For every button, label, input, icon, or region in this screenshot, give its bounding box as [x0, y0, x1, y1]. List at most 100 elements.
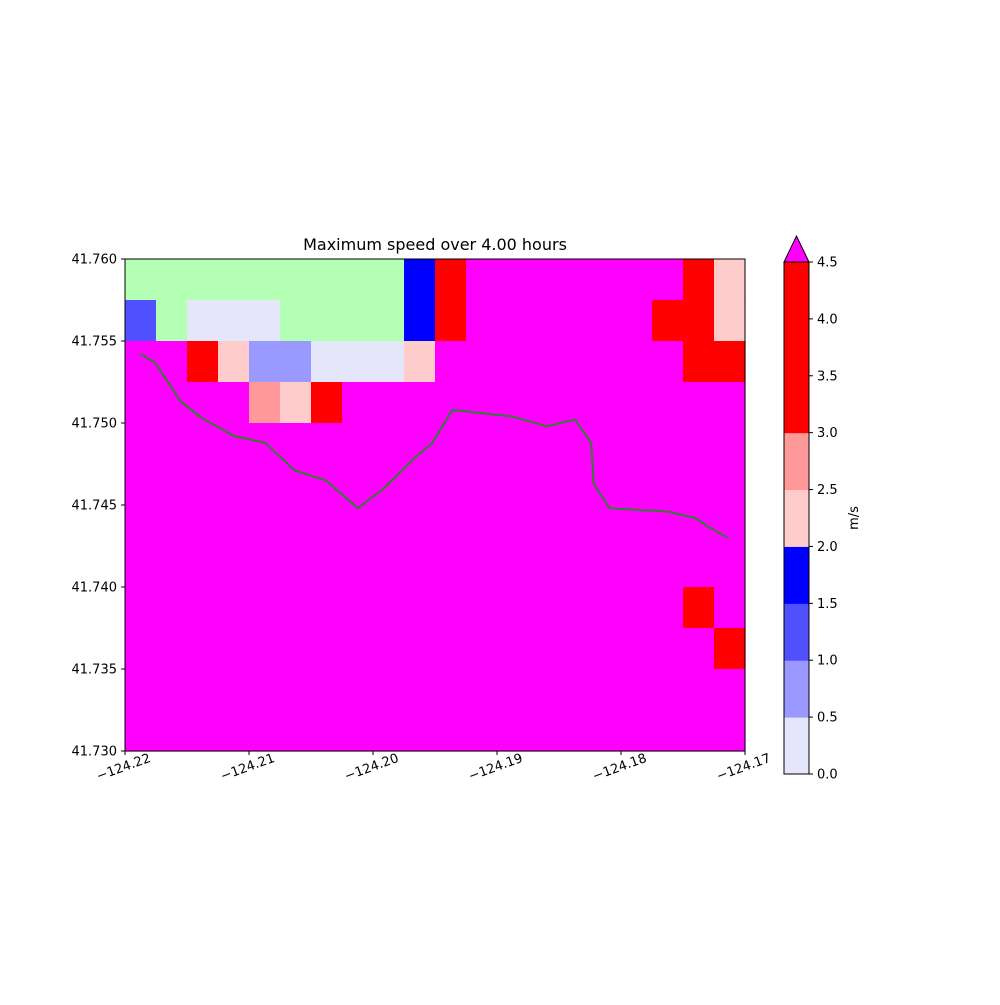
colorbar-tick-label: 1.0 [817, 654, 838, 669]
heatmap-cell [311, 505, 343, 547]
heatmap-cell [714, 669, 746, 711]
coastline-layer [139, 353, 729, 539]
heatmap-cell [714, 546, 746, 588]
heatmap-cell [404, 505, 436, 547]
heatmap-cell [404, 341, 436, 383]
heatmap-cell [466, 505, 498, 547]
heatmap-cell [497, 710, 529, 752]
x-tick-label: −124.20 [343, 751, 401, 784]
heatmap-cell [559, 464, 591, 506]
heatmap-cell [466, 628, 498, 670]
heatmap-cell [404, 546, 436, 588]
heatmap-cell [497, 505, 529, 547]
heatmap-cell [311, 587, 343, 629]
colorbar-segment [784, 489, 809, 547]
heatmap-cell [218, 464, 250, 506]
heatmap-cell [683, 423, 715, 465]
heatmap-cell [714, 628, 746, 670]
heatmap-cell [466, 710, 498, 752]
heatmap-cell [435, 669, 467, 711]
heatmap-cell [373, 382, 405, 424]
heatmap-cell [435, 587, 467, 629]
heatmap-cell [621, 710, 653, 752]
y-tick-label: 41.740 [72, 581, 118, 596]
heatmap-cell [435, 628, 467, 670]
heatmap-cell [497, 628, 529, 670]
heatmap-cell [559, 341, 591, 383]
heatmap-cell [559, 546, 591, 588]
heatmap-cell [187, 546, 219, 588]
heatmap-cell [652, 628, 684, 670]
heatmap-cell [187, 464, 219, 506]
heatmap-cell [559, 669, 591, 711]
heatmap-cell [466, 464, 498, 506]
heatmap-cell [683, 710, 715, 752]
heatmap-cell [621, 259, 653, 301]
heatmap-cell [714, 382, 746, 424]
heatmap-cell [714, 423, 746, 465]
colorbar-tick-label: 1.5 [817, 597, 838, 612]
heatmap-cell [249, 341, 281, 383]
colorbar-tick-label: 4.5 [817, 256, 838, 271]
heatmap-cell [621, 423, 653, 465]
colorbar-segment [784, 603, 809, 661]
heatmap-cell [125, 259, 157, 301]
heatmap-cell [249, 628, 281, 670]
heatmap-cell [342, 710, 374, 752]
heatmap-cell [125, 382, 157, 424]
heatmap-cell [621, 341, 653, 383]
heatmap-cell [249, 546, 281, 588]
heatmap-cell [714, 259, 746, 301]
heatmap-cell [652, 300, 684, 342]
heatmap-cell [528, 505, 560, 547]
heatmap-cell [125, 628, 157, 670]
heatmap-cell [280, 587, 312, 629]
heatmap-cell [311, 300, 343, 342]
heatmap-cell [125, 341, 157, 383]
colorbar-segment [784, 546, 809, 604]
heatmap-cell [125, 669, 157, 711]
heatmap-cell [311, 628, 343, 670]
heatmap-cell [125, 505, 157, 547]
heatmap-cell [280, 710, 312, 752]
heatmap-cell [156, 341, 188, 383]
heatmap-cell [311, 259, 343, 301]
heatmap-cell [652, 464, 684, 506]
colorbar-frame [783, 261, 810, 775]
heatmap-cell [125, 546, 157, 588]
heatmap-cell [218, 382, 250, 424]
colorbar-segment [784, 717, 809, 775]
heatmap-cell [435, 464, 467, 506]
chart-title: Maximum speed over 4.00 hours [303, 235, 567, 254]
heatmap-cell [249, 505, 281, 547]
heatmap-cell [714, 300, 746, 342]
heatmap-cell [125, 587, 157, 629]
heatmap-cell [652, 382, 684, 424]
heatmap-cell [342, 587, 374, 629]
heatmap-cell [621, 382, 653, 424]
heatmap-cell [280, 669, 312, 711]
heatmap-cell [156, 628, 188, 670]
heatmap-cell [404, 382, 436, 424]
heatmap-cell [590, 341, 622, 383]
heatmap-cell [249, 669, 281, 711]
heatmap-cell [187, 423, 219, 465]
heatmap-cell [559, 300, 591, 342]
colorbar-tick-label: 0.5 [817, 711, 838, 726]
heatmap-cell [156, 587, 188, 629]
colorbar: 0.0 0.5 1.0 1.5 2.0 2.5 3.0 3.5 4.0 4.5 m/s [783, 234, 862, 783]
heatmap-cell [590, 423, 622, 465]
x-axis: −124.22 −124.21 −124.20 −124.19 −124.18 −124.… [95, 751, 773, 784]
heatmap-cell [435, 505, 467, 547]
heatmap-cell [280, 628, 312, 670]
heatmap-cell [187, 669, 219, 711]
heatmap-cell [590, 382, 622, 424]
heatmap-cell [559, 382, 591, 424]
heatmap-cell [311, 464, 343, 506]
heatmap-cell [249, 259, 281, 301]
x-tick-label: −124.17 [715, 751, 773, 784]
heatmap-cell [311, 546, 343, 588]
heatmap-cell [311, 710, 343, 752]
colorbar-tick-label: 3.0 [817, 426, 838, 441]
heatmap-cell [559, 505, 591, 547]
